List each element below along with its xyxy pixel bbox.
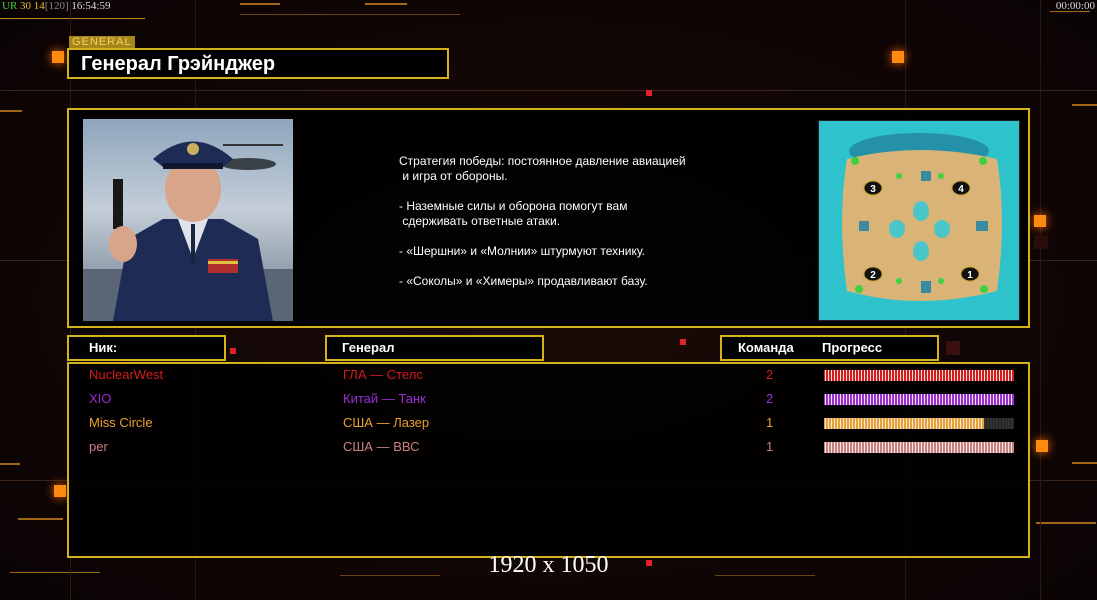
player-progress-bar: [824, 370, 1014, 381]
player-progress-fill: [824, 418, 984, 429]
debug-status: UR 30 14[120] 16:54:59: [2, 0, 110, 12]
player-team: 1: [766, 439, 774, 454]
player-row: XIO Китай — Танк 2: [89, 389, 1019, 409]
general-description: Стратегия победы: постоянное давление ав…: [399, 154, 686, 288]
start-position-1: 1: [967, 270, 973, 281]
player-progress-fill: [824, 394, 1014, 405]
player-progress-fill: [824, 370, 1014, 381]
players-list: NuclearWest ГЛА — Стелс 2 XIO Китай — Та…: [67, 362, 1030, 558]
player-progress-bar: [824, 442, 1014, 453]
start-position-2: 2: [870, 270, 876, 281]
player-progress-bar: [824, 418, 1014, 429]
status-time: 16:54:59: [71, 0, 111, 12]
general-portrait: [83, 119, 293, 321]
general-tag: GENERAL: [69, 36, 135, 49]
header-general-label: Генерал: [342, 340, 395, 355]
player-general: ГЛА — Стелс: [343, 367, 423, 382]
player-nick: NuclearWest: [89, 367, 164, 382]
status-ur: UR: [2, 0, 18, 12]
player-team: 2: [766, 367, 774, 382]
header-team-progress: Команда Прогресс: [720, 335, 939, 361]
player-progress-bar: [824, 394, 1014, 405]
player-nick: Miss Circle: [89, 415, 153, 430]
player-row: NuclearWest ГЛА — Стелс 2: [89, 365, 1019, 385]
status-fps: 30: [20, 0, 32, 12]
header-nick-label: Ник:: [89, 340, 118, 355]
general-title: Генерал Грэйнджер: [67, 48, 449, 79]
status-n: 14: [33, 0, 45, 12]
header-general: Генерал: [325, 335, 544, 361]
header-nick: Ник:: [67, 335, 226, 361]
start-position-3: 3: [870, 184, 876, 195]
general-name: Генерал Грэйнджер: [81, 53, 276, 75]
player-team: 1: [766, 415, 774, 430]
resolution-label: 1920 x 1050: [488, 552, 609, 578]
header-team-label: Команда: [738, 340, 794, 355]
player-general: Китай — Танк: [343, 391, 426, 406]
header-progress-label: Прогресс: [822, 340, 883, 355]
player-team: 2: [766, 391, 774, 406]
player-nick: per: [89, 439, 108, 454]
player-general: США — ВВС: [343, 439, 420, 454]
game-clock: 00:00:00: [1055, 0, 1095, 12]
map-preview: 1 2 3 4: [818, 120, 1020, 321]
player-row: per США — ВВС 1: [89, 437, 1019, 457]
start-position-4: 4: [958, 184, 964, 195]
player-row: Miss Circle США — Лазер 1: [89, 413, 1019, 433]
player-progress-fill: [824, 442, 1014, 453]
general-info-panel: Стратегия победы: постоянное давление ав…: [67, 108, 1030, 328]
status-bracket: [120]: [44, 0, 69, 12]
player-nick: XIO: [89, 391, 112, 406]
player-general: США — Лазер: [343, 415, 430, 430]
